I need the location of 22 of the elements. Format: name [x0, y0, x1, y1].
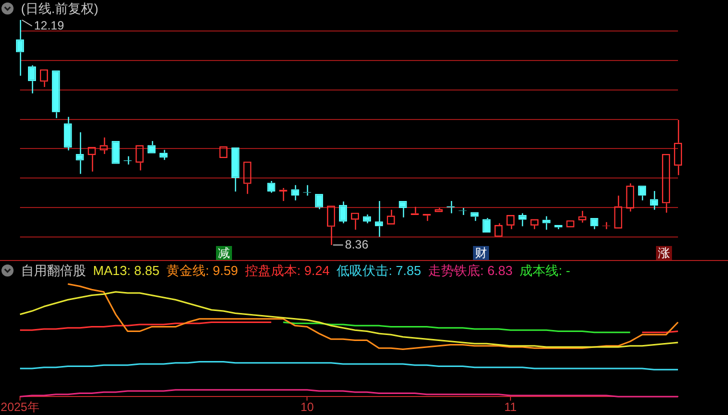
candlestick	[374, 200, 383, 238]
text: 低吸伏击: 7.85	[336, 262, 422, 280]
candlestick	[542, 216, 550, 230]
annotation: 12.19	[34, 18, 64, 32]
x-tick-label: 11	[504, 400, 518, 414]
x-tick-label: 10	[300, 400, 314, 414]
series-label: MA13: 8.85	[93, 263, 160, 278]
text: 涨	[656, 246, 672, 260]
text: 成本线: -	[520, 262, 570, 280]
candlestick	[650, 190, 658, 210]
candlestick	[64, 116, 72, 152]
text: 控盘成本: 9.24	[245, 262, 330, 280]
candlestick	[231, 147, 240, 192]
text: 走势铁底: 6.83	[428, 262, 513, 280]
annotation: 8.36	[345, 237, 369, 252]
candlestick	[28, 64, 36, 94]
x-tick-label: 2025年	[0, 400, 40, 414]
text: 黄金线: 9.59	[166, 262, 238, 280]
text: 财	[473, 246, 489, 260]
chart-title: 自用翻倍股	[21, 262, 86, 280]
chart-title: (日线.前复权)	[21, 0, 98, 18]
text: 减	[216, 246, 232, 260]
